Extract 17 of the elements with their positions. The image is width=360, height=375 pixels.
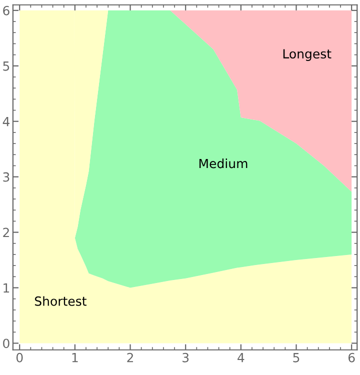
y-tick-label: 4	[2, 116, 10, 126]
y-tick-label: 6	[3, 6, 10, 16]
annotation: Longest	[283, 49, 332, 61]
y-tick-label: 2	[3, 228, 9, 238]
annotation: Medium	[199, 158, 248, 168]
y-tick-label: 3	[3, 172, 10, 182]
x-tick-label: 4	[238, 353, 244, 362]
x-tick-label: 0	[16, 352, 23, 362]
x-tick-label: 5	[293, 353, 300, 362]
x-tick-label: 3	[182, 352, 189, 362]
y-tick-label: 0	[3, 338, 10, 348]
y-tick-label: 5	[3, 62, 10, 71]
x-tick-label: 6	[348, 352, 355, 362]
x-tick-label: 1	[72, 353, 78, 362]
y-tick-label: 1	[4, 283, 10, 292]
x-tick-label: 2	[127, 352, 133, 362]
annotation: Shortest	[34, 296, 86, 306]
